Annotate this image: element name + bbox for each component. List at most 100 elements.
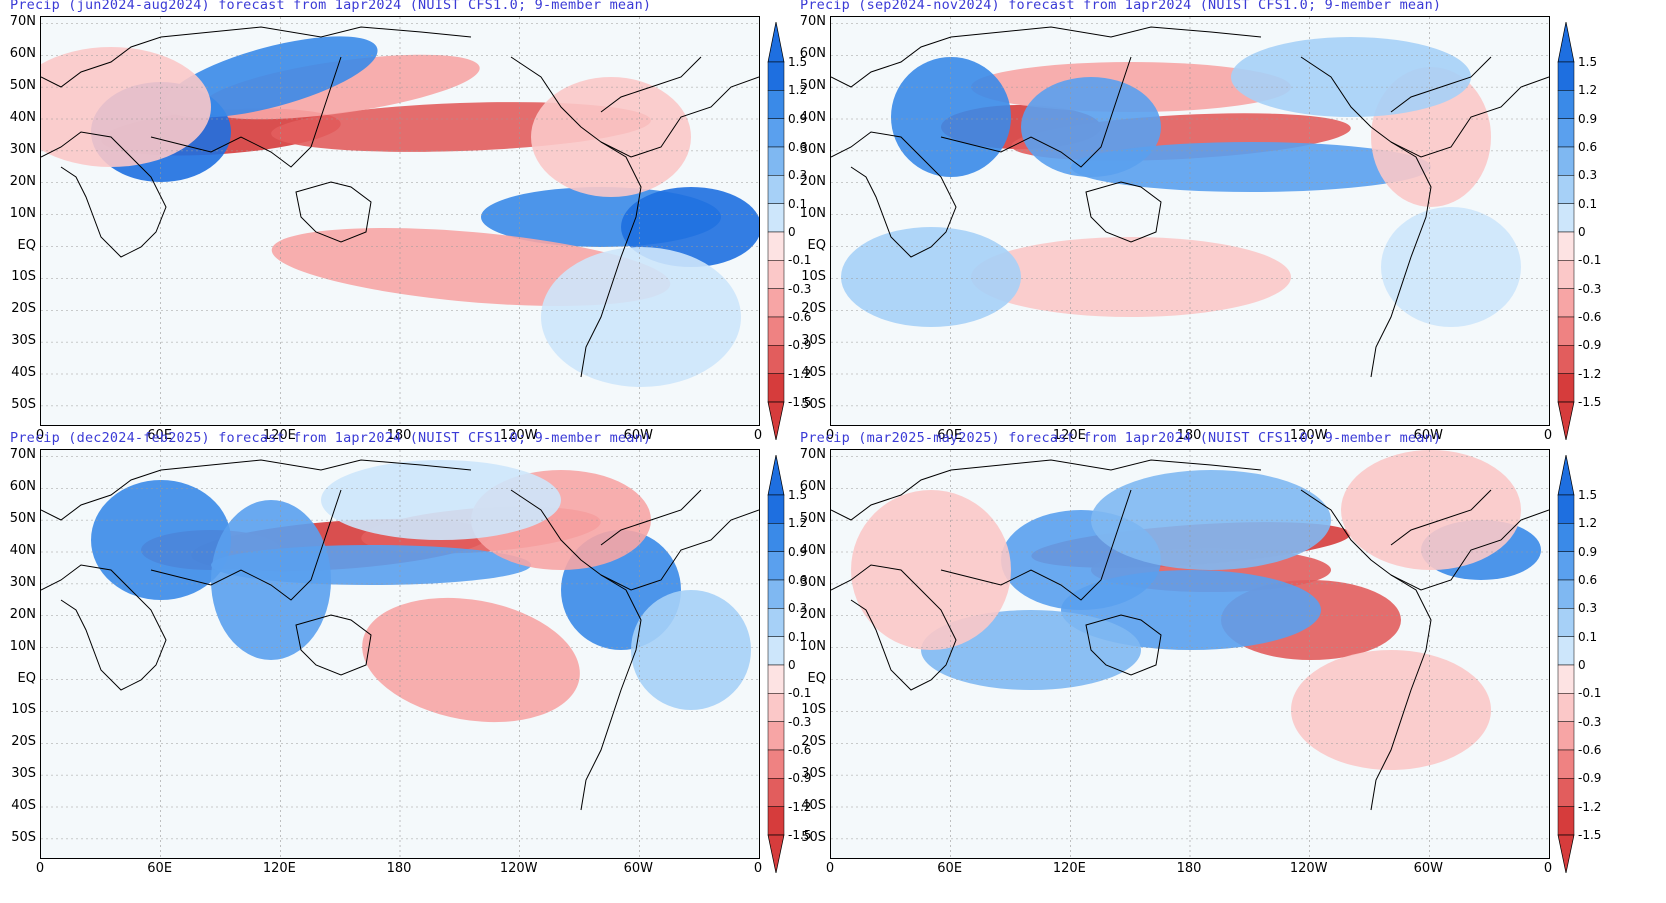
- longitude-tick-label: 120W: [499, 861, 538, 876]
- longitude-tick-label: 120E: [1052, 428, 1086, 443]
- colorbar-label: -0.6: [1578, 743, 1602, 757]
- latitude-tick-label: 50N: [9, 511, 36, 527]
- colorbar-label: 0.1: [1578, 629, 1598, 644]
- colorbar-segment: [767, 664, 785, 694]
- coastline: [600, 489, 702, 546]
- coastline: [831, 26, 1262, 88]
- colorbar-label: -0.3: [788, 714, 812, 729]
- precip-anomaly-region: [971, 237, 1291, 317]
- coastline: [1390, 76, 1549, 158]
- colorbar-segment: [767, 373, 785, 403]
- coastline: [831, 459, 1262, 521]
- latitude-tick-label: 50N: [799, 78, 826, 94]
- colorbar-label: -0.6: [788, 743, 812, 757]
- precip-anomaly-region: [1381, 207, 1521, 327]
- coastline: [600, 509, 759, 591]
- colorbar-label: 1.2: [788, 516, 808, 531]
- colorbar-segment: [767, 118, 785, 148]
- colorbar-arrow-top: [1557, 22, 1575, 63]
- colorbar-segment: [767, 636, 785, 666]
- colorbar-label: 0.3: [788, 601, 808, 616]
- colorbar-segment: [767, 608, 785, 637]
- coastline: [831, 131, 957, 258]
- latitude-tick-label: 20N: [9, 606, 36, 622]
- colorbar-segment: [1557, 636, 1575, 666]
- longitude-tick-label: 0: [825, 861, 835, 876]
- precip-anomaly-region: [621, 187, 759, 267]
- colorbar-arrow-bottom: [1557, 401, 1575, 440]
- longitude-tick-label: 180: [386, 428, 412, 443]
- colorbar-label: -0.9: [788, 338, 812, 353]
- coastline: [41, 131, 167, 258]
- colorbar-segment: [1557, 90, 1575, 119]
- colorbar-label: 0.1: [788, 196, 808, 211]
- colorbar-label: 0.6: [1578, 573, 1598, 587]
- longitude-tick-label: 0: [825, 428, 835, 443]
- coastline: [295, 181, 372, 243]
- latitude-tick-label: 30N: [799, 574, 826, 590]
- latitude-tick-label: 30N: [9, 574, 36, 590]
- longitude-tick-label: 180: [1176, 861, 1202, 876]
- colorbar-segment: [1557, 721, 1575, 751]
- latitude-tick-label: 30S: [11, 766, 36, 782]
- colorbar-label: -1.5: [788, 395, 812, 409]
- longitude-tick-label: 180: [386, 861, 412, 876]
- latitude-tick-label: 10N: [9, 638, 36, 654]
- coastline: [41, 459, 472, 521]
- latitude-tick-label: 70N: [799, 14, 826, 30]
- coastline: [510, 489, 642, 811]
- panel-title: Precip (jun2024-aug2024) forecast from 1…: [10, 0, 652, 13]
- precip-anomaly-region: [164, 36, 378, 118]
- colorbar-label: 0.3: [1578, 168, 1598, 183]
- latitude-tick-label: 60N: [799, 46, 826, 62]
- colorbar-label: -0.3: [1578, 714, 1602, 729]
- latitude-tick-label: 40N: [9, 543, 36, 558]
- panel-title: Precip (sep2024-nov2024) forecast from 1…: [800, 0, 1442, 13]
- coastline: [1390, 509, 1549, 591]
- colorbar-label: 0.3: [788, 168, 808, 183]
- map-panel: Precip (dec2024-feb2025) forecast from 1…: [0, 430, 833, 884]
- precip-anomaly-region: [211, 500, 331, 660]
- colorbar-label: -0.3: [788, 281, 812, 296]
- longitude-tick-label: 60E: [937, 861, 963, 876]
- colorbar-segment: [1557, 664, 1575, 694]
- longitude-tick-label: 120E: [262, 428, 296, 443]
- latitude-tick-label: 50S: [11, 829, 36, 845]
- colorbar-segment: [767, 146, 785, 176]
- coastline: [150, 489, 342, 601]
- colorbar-segment: [767, 175, 785, 204]
- coastline: [600, 56, 702, 113]
- colorbar-label: -0.1: [788, 253, 812, 268]
- colorbar-segment: [1557, 345, 1575, 374]
- precip-anomaly-region: [1071, 142, 1431, 192]
- latitude-tick-label: 50S: [801, 396, 826, 412]
- panel-title: Precip (dec2024-feb2025) forecast from 1…: [10, 430, 652, 446]
- colorbar-label: -0.9: [788, 771, 812, 786]
- colorbar-segment: [1557, 494, 1575, 524]
- colorbar-segment: [767, 345, 785, 374]
- latitude-tick-label: 10N: [799, 205, 826, 221]
- colorbar-label: -0.1: [1578, 253, 1602, 268]
- colorbar-label: 1.5: [1578, 488, 1598, 502]
- colorbar-label: -0.1: [1578, 686, 1602, 701]
- coastline: [1085, 181, 1162, 243]
- panel-title: Precip (mar2025-may2025) forecast from 1…: [800, 430, 1442, 446]
- latitude-tick-label: 40S: [801, 365, 826, 380]
- precip-anomaly-region: [1341, 450, 1521, 570]
- latitude-tick-label: 20N: [9, 173, 36, 189]
- colorbar-arrow-top: [767, 22, 785, 63]
- longitude-tick-label: 120W: [1289, 861, 1328, 876]
- latitude-tick-label: 40S: [11, 365, 36, 380]
- longitude-tick-label: 60E: [147, 861, 173, 876]
- latitude-tick-label: 40N: [9, 110, 36, 125]
- latitude-tick-label: 60N: [799, 479, 826, 495]
- colorbar-label: 1.5: [1578, 55, 1598, 69]
- colorbar-label: -0.9: [1578, 338, 1602, 353]
- colorbar-arrow-top: [1557, 455, 1575, 496]
- colorbar-segment: [767, 316, 785, 346]
- colorbar-segment: [1557, 608, 1575, 637]
- colorbar-label: -1.2: [788, 366, 812, 381]
- latitude-tick-label: 50S: [801, 829, 826, 845]
- coastline: [940, 56, 1132, 168]
- map-panel: Precip (mar2025-may2025) forecast from 1…: [790, 430, 1623, 884]
